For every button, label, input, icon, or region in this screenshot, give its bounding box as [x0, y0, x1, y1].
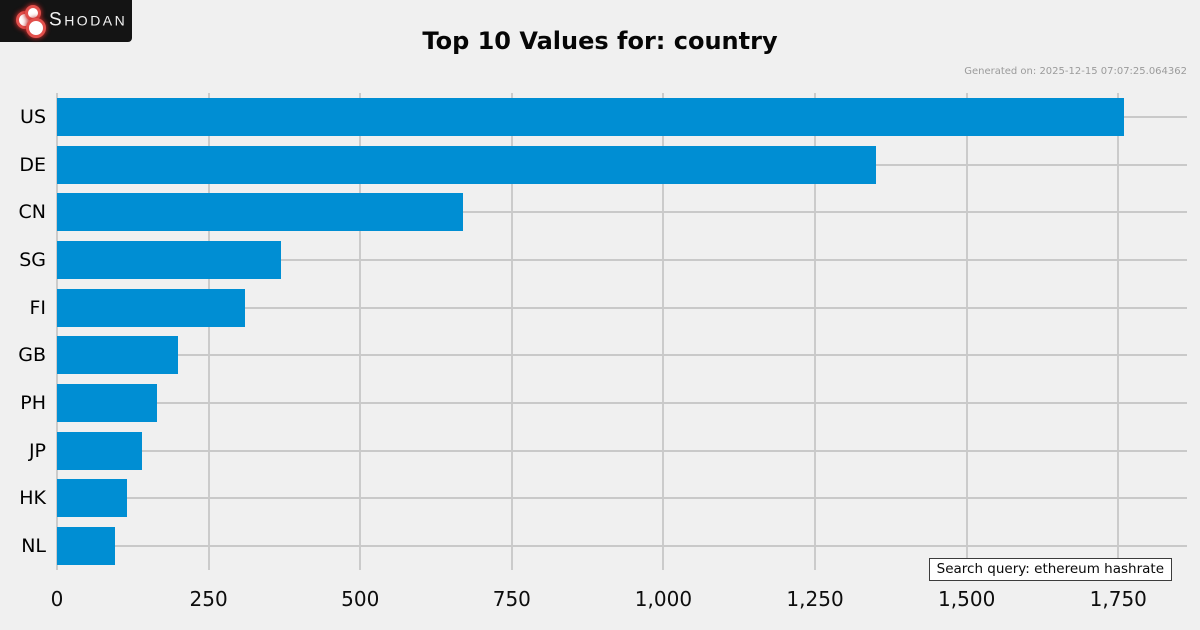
y-tick-label: GB — [18, 344, 46, 367]
shodan-logo-text: SHODAN — [49, 10, 127, 32]
y-gridline — [57, 306, 1187, 309]
y-gridline — [57, 449, 1187, 452]
page-title: Top 10 Values for: country — [422, 27, 778, 55]
y-tick-label: DE — [19, 153, 46, 176]
x-tick-label: 1,250 — [786, 587, 844, 611]
x-gridline — [207, 93, 210, 570]
x-gridline — [965, 93, 968, 570]
x-gridline — [359, 93, 362, 570]
y-gridline — [57, 258, 1187, 261]
x-gridline — [662, 93, 665, 570]
y-gridline — [57, 402, 1187, 405]
x-tick-label: 1,500 — [938, 587, 996, 611]
shodan-logo: SHODAN — [0, 0, 132, 42]
bar-jp — [57, 431, 142, 470]
bar-hk — [57, 479, 127, 518]
y-gridline — [57, 545, 1187, 548]
y-tick-label: HK — [19, 487, 46, 510]
bar-chart-plot-area: 0 250 500 750 1,000 1,250 1,500 1,750 US DE CN SG FI… — [18, 93, 1187, 611]
bar-ph — [57, 384, 158, 423]
shodan-logo-letter: S — [49, 9, 65, 31]
shodan-logo-rest: HODAN — [64, 12, 128, 29]
x-gridline — [56, 93, 58, 570]
x-tick-label: 750 — [492, 587, 531, 611]
search-query-badge: Search query: ethereum hashrate — [928, 558, 1172, 581]
bar-us — [57, 97, 1125, 136]
bar-cn — [57, 193, 464, 232]
bar-sg — [57, 240, 282, 279]
x-gridline — [1117, 93, 1120, 570]
y-tick-label: SG — [19, 248, 46, 271]
bar-fi — [57, 288, 245, 327]
x-tick-label: 1,750 — [1089, 587, 1147, 611]
x-tick-label: 250 — [189, 587, 228, 611]
y-tick-label: CN — [18, 201, 46, 224]
x-tick-label: 0 — [50, 587, 64, 611]
x-tick-label: 1,000 — [634, 587, 693, 611]
y-tick-label: FI — [29, 296, 46, 319]
y-gridline — [57, 354, 1187, 357]
y-gridline — [57, 497, 1187, 500]
y-tick-label: JP — [28, 439, 46, 462]
y-gridline — [57, 211, 1187, 214]
bar-gb — [57, 336, 179, 375]
generated-timestamp: Generated on: 2025-12-15 07:07:25.064362 — [964, 66, 1187, 77]
bar-de — [57, 145, 876, 184]
x-gridline — [510, 93, 513, 570]
y-tick-label: PH — [20, 392, 46, 415]
bar-nl — [57, 527, 115, 566]
shodan-logo-dot-icon — [26, 18, 46, 38]
x-tick-label: 500 — [341, 587, 380, 611]
y-tick-label: US — [20, 105, 46, 128]
x-gridline — [814, 93, 817, 570]
y-tick-label: NL — [21, 535, 46, 558]
